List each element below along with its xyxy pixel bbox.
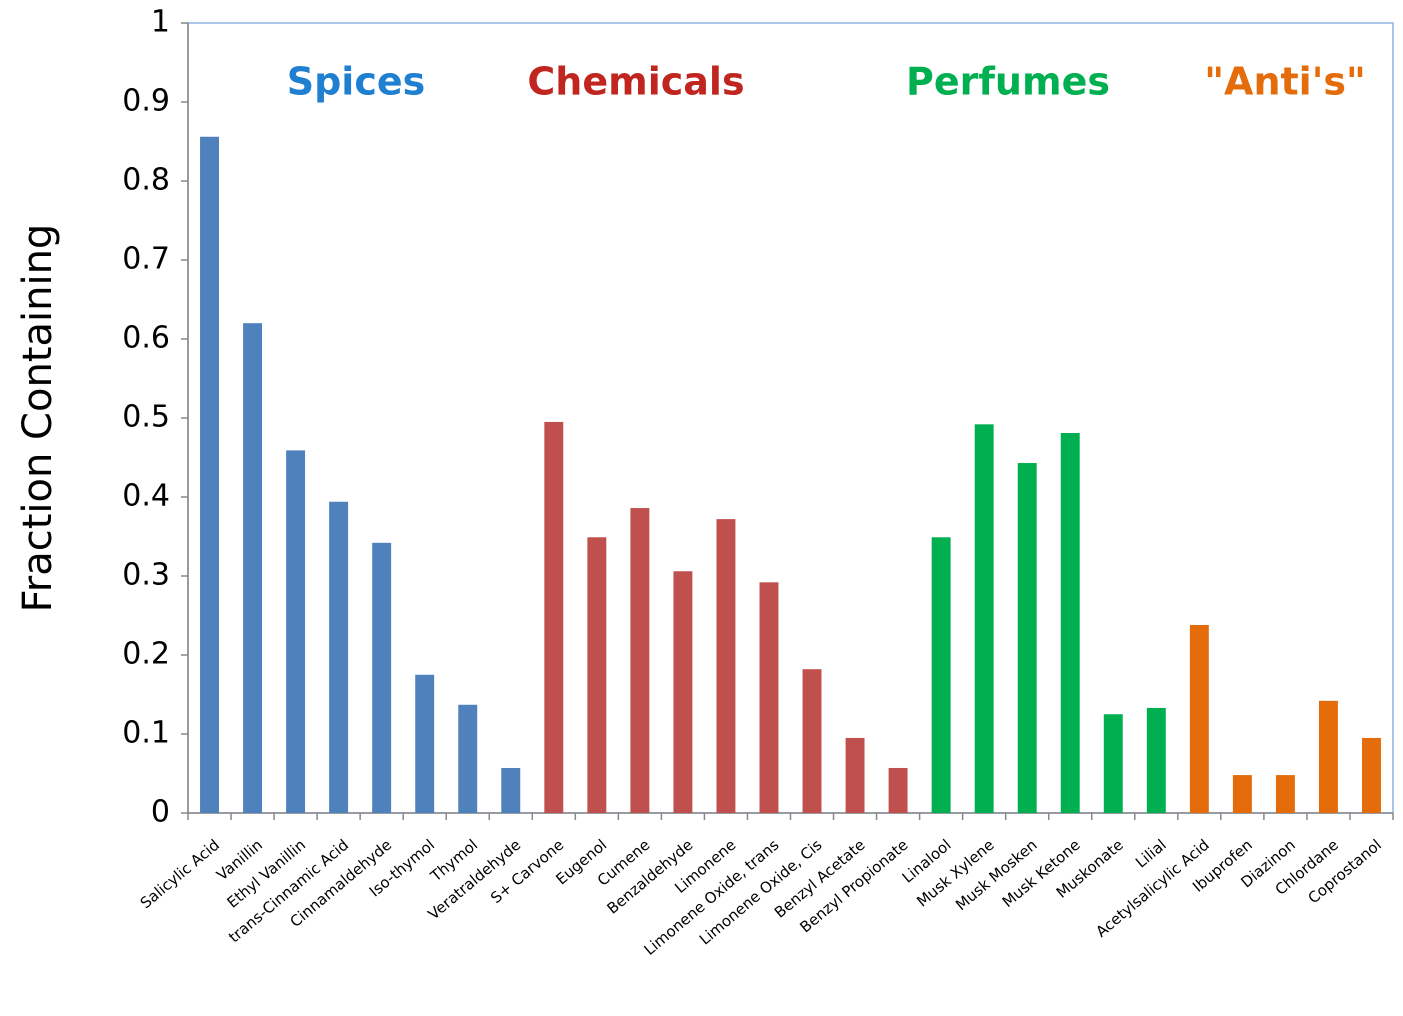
y-tick-label: 0.6: [122, 321, 170, 356]
y-tick-label: 0.9: [122, 84, 170, 119]
y-tick-label: 0.5: [122, 400, 170, 435]
bar: [802, 669, 822, 813]
bar: [974, 424, 994, 813]
bar: [458, 704, 478, 813]
bar: [286, 450, 306, 813]
y-tick-label: 0.8: [122, 163, 170, 198]
bar: [673, 571, 693, 813]
y-tick-label: 1: [151, 5, 170, 40]
y-tick-label: 0.2: [122, 637, 170, 672]
bar: [587, 537, 607, 813]
bar: [1362, 737, 1381, 813]
plot-border: [187, 22, 1394, 814]
bar: [1103, 714, 1123, 813]
bar: [329, 501, 349, 813]
bar: [200, 136, 219, 813]
y-tick-label: 0.1: [122, 716, 170, 751]
annotation: "Anti's": [1204, 60, 1366, 104]
bar: [1232, 775, 1252, 813]
bar: [501, 767, 521, 813]
bar: [888, 767, 908, 813]
bar: [544, 421, 564, 813]
bar: [759, 582, 779, 813]
y-tick-label: 0.4: [122, 479, 170, 514]
y-tick-label: 0.3: [122, 558, 170, 593]
y-tick-label: 0.7: [122, 242, 170, 277]
bar: [372, 542, 392, 813]
annotation: Spices: [287, 60, 426, 104]
bar: [845, 737, 865, 813]
y-axis-title: Fraction Containing: [15, 224, 61, 613]
bar: [1318, 700, 1338, 813]
y-tick-label: 0: [151, 795, 170, 830]
bar: [1060, 433, 1080, 813]
annotation: Chemicals: [527, 60, 744, 104]
bar: [415, 674, 435, 813]
x-tick-label: Salicylic Acid: [137, 836, 223, 912]
annotation: Perfumes: [906, 60, 1110, 104]
bar: [1017, 463, 1037, 813]
bar: [716, 519, 736, 813]
bar: [1275, 775, 1295, 813]
bar: [931, 537, 951, 813]
bar: [1189, 624, 1209, 813]
bar: [243, 323, 263, 813]
bar: [630, 508, 650, 813]
bar: [1146, 707, 1166, 813]
